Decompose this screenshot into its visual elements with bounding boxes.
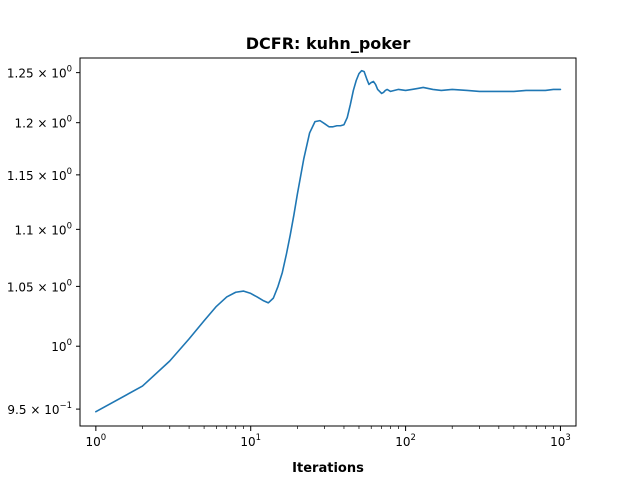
chart-title: DCFR: kuhn_poker xyxy=(246,34,411,53)
y-tick-label: 1.2 × 100 xyxy=(15,115,72,131)
x-tick-label: 101 xyxy=(240,433,261,449)
x-tick-label: 102 xyxy=(395,433,416,449)
y-tick-label: 1.15 × 100 xyxy=(7,167,72,183)
y-axis-ticks: 9.5 × 10−1 100 1.05 × 100 1.1 × 100 1.15 × 1… xyxy=(7,65,80,417)
x-axis-minor-ticks xyxy=(142,426,554,429)
x-tick-label: 103 xyxy=(550,433,571,449)
x-axis-label: Iterations xyxy=(292,461,364,476)
y-tick-label: 1.1 × 100 xyxy=(15,221,72,237)
plot-area-frame xyxy=(79,57,577,427)
y-tick-label: 100 xyxy=(51,338,72,354)
series-line-0 xyxy=(95,69,562,413)
y-tick-label: 1.05 × 100 xyxy=(7,278,72,294)
y-tick-label: 9.5 × 10−1 xyxy=(7,401,72,417)
series-group xyxy=(95,69,562,413)
y-tick-label: 1.25 × 100 xyxy=(7,65,72,81)
x-axis-ticks: 100 101 102 103 xyxy=(86,426,571,449)
x-tick-label: 100 xyxy=(86,433,107,449)
